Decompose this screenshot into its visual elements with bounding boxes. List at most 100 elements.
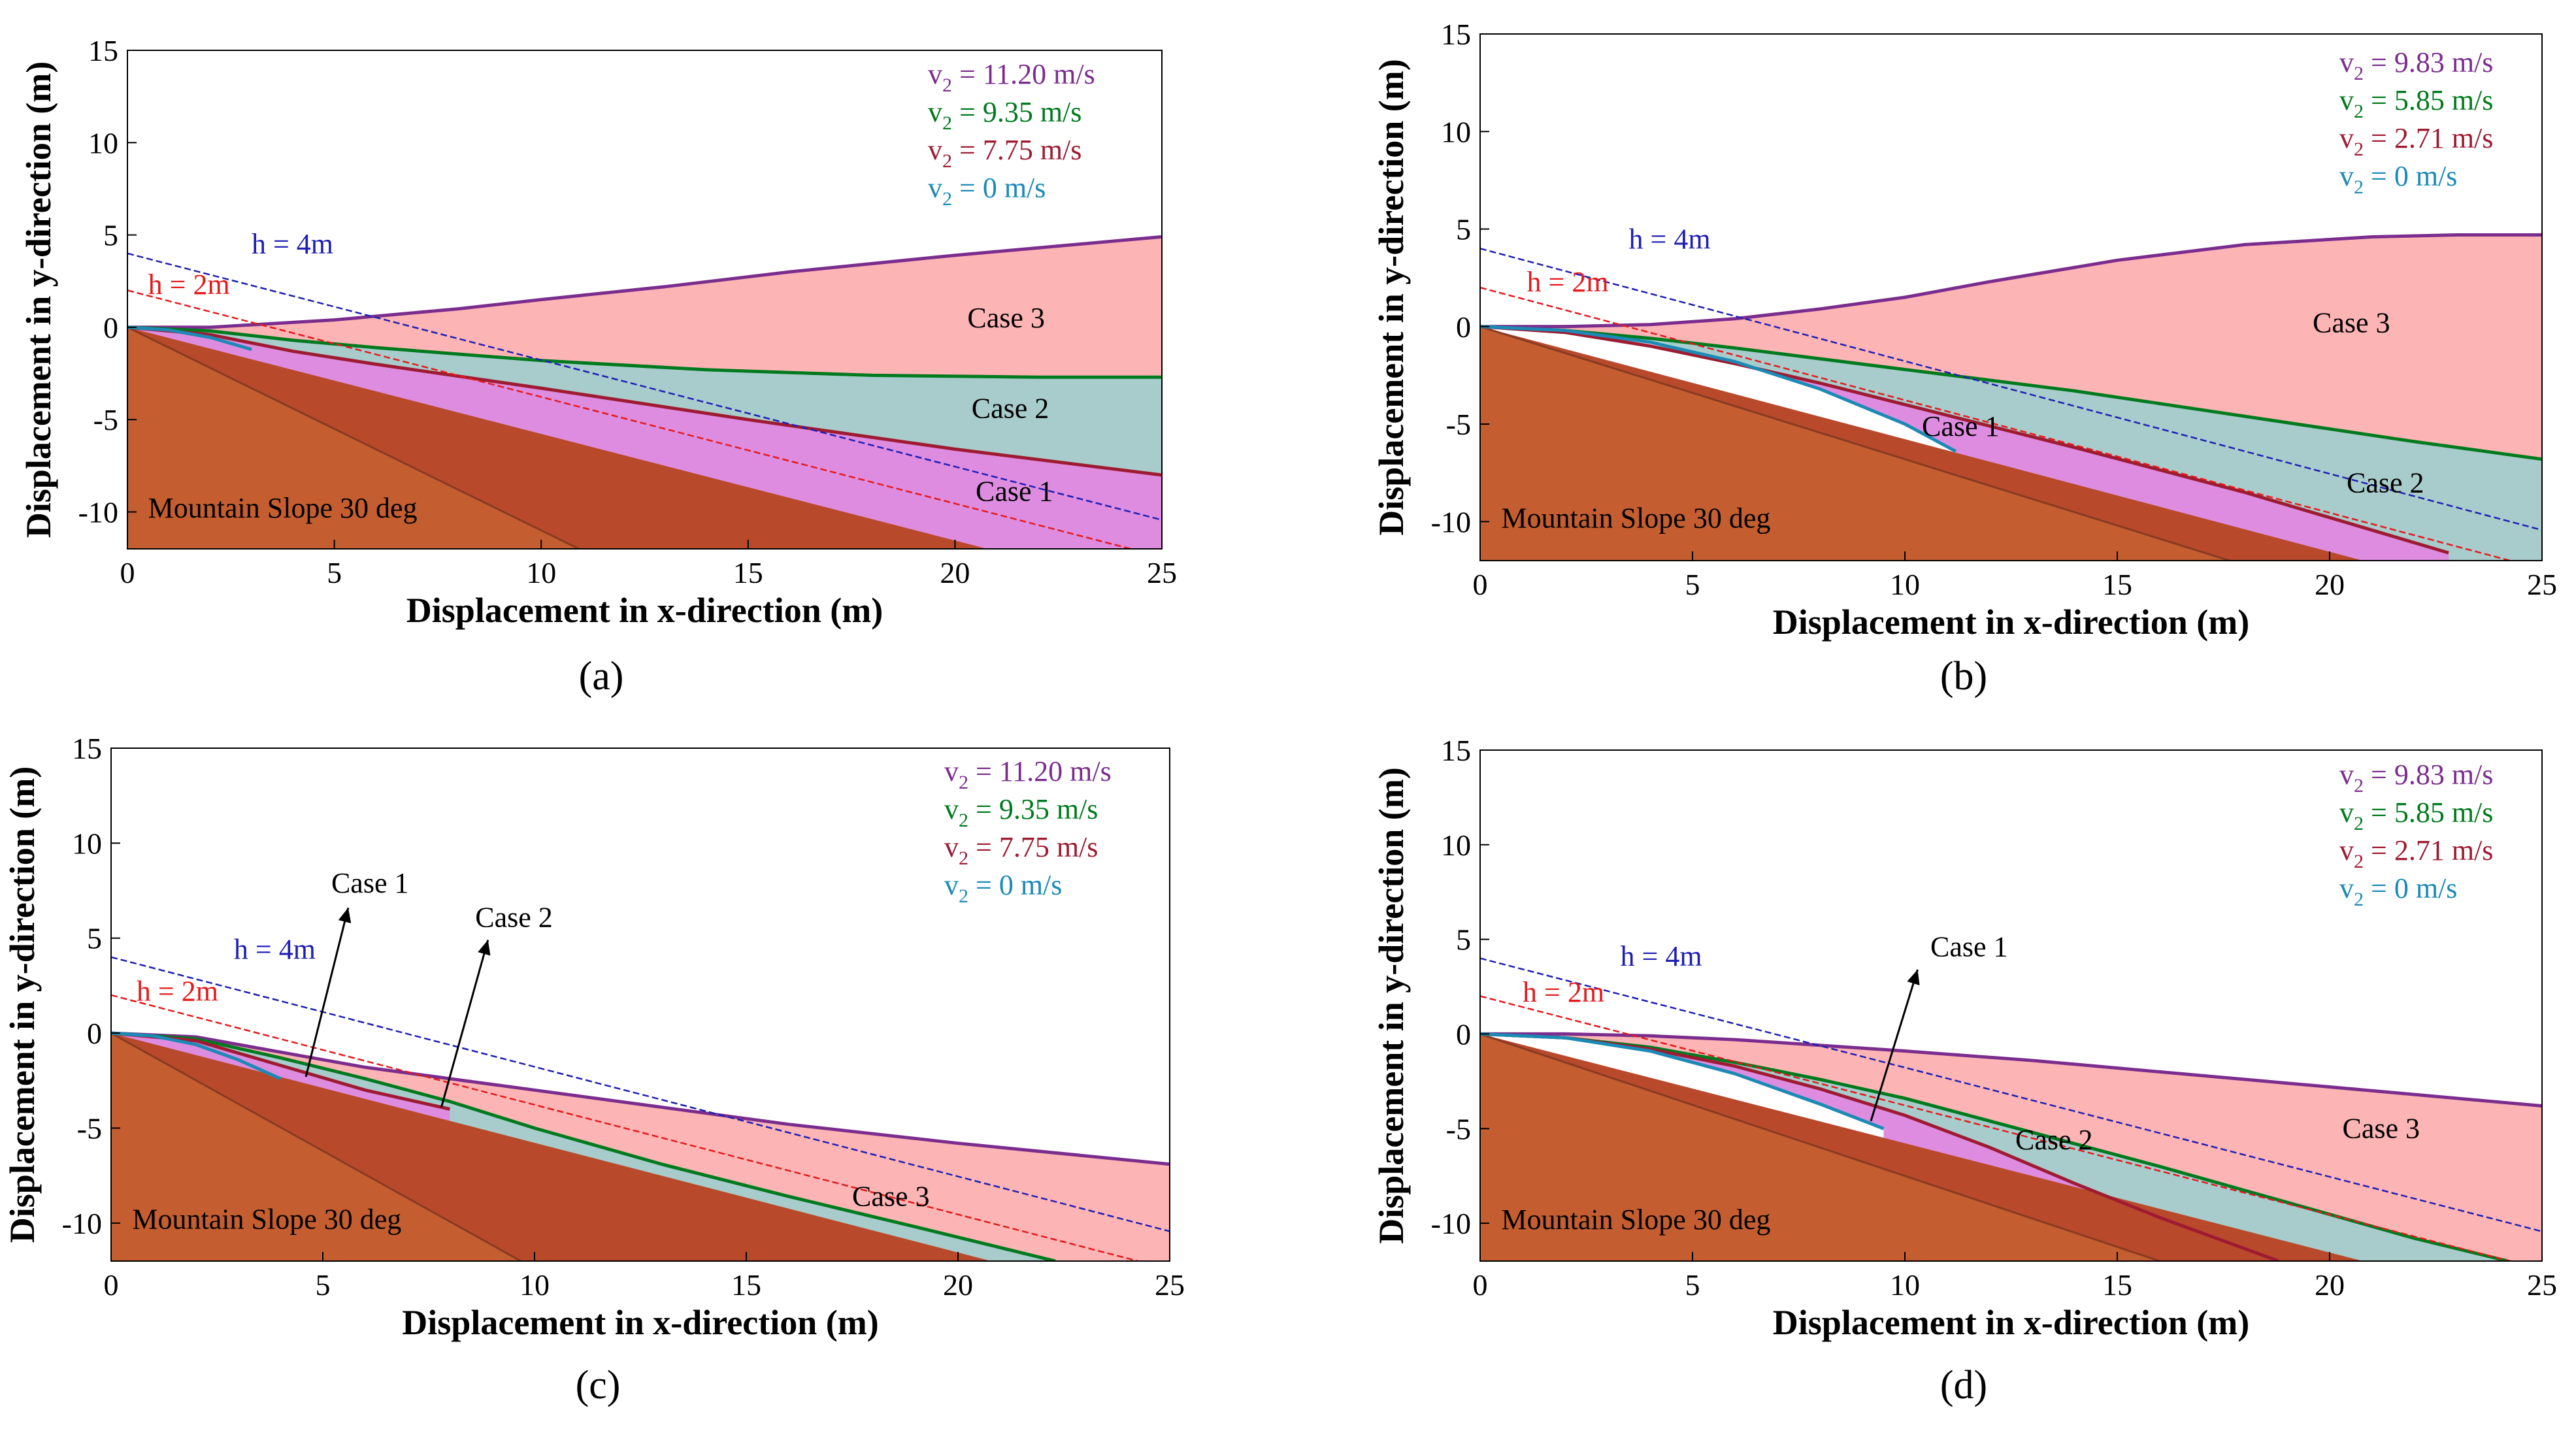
annotation-label: Case 2: [972, 392, 1049, 424]
h-line-1: [1480, 995, 2514, 1261]
trajectory-line-3: [1480, 325, 1957, 453]
y-tick-label: 15: [72, 732, 102, 765]
legend-value: = 2.71 m/s: [2364, 122, 2493, 154]
axes-frame: [110, 747, 1170, 1262]
y-tick-label: -5: [1446, 408, 1471, 441]
y-tick-label: 0: [103, 311, 118, 344]
trajectory-line-0: [1480, 233, 2542, 329]
panel-paren-open: (: [1940, 654, 1954, 698]
legend-entry: v2 = 9.35 m/s: [944, 793, 1098, 831]
legend-subscript: 2: [2354, 139, 2364, 160]
steep-slope-edge: [111, 1032, 523, 1261]
panel-letter: a: [592, 654, 610, 698]
panel-caption: (d): [1940, 1363, 1987, 1407]
y-tick-label: 10: [72, 827, 102, 860]
panel-a: 0 5 10 15 20 25 15 10 5 0 -5 -10 Displacement in x-d…: [19, 34, 1177, 698]
trajectory-line-3: [1480, 1032, 1885, 1130]
annotation-label: Case 1: [1922, 410, 2000, 442]
x-tick-label: 15: [733, 556, 763, 589]
x-tick-label: 0: [1473, 1268, 1488, 1302]
y-tick-label: 10: [88, 126, 118, 159]
arrow-head-0: [1907, 969, 1920, 985]
legend-value: = 5.85 m/s: [2364, 84, 2493, 116]
panel-paren-open: (: [1940, 1363, 1954, 1407]
x-axis-label: Displacement in x-direction (m): [1773, 1303, 2249, 1342]
x-tick-label: 20: [2315, 1268, 2345, 1302]
legend-value: = 9.83 m/s: [2364, 46, 2493, 78]
trajectory-line-0: [111, 1031, 1170, 1166]
legend-prefix: v: [928, 96, 942, 128]
arrow-head-1: [478, 940, 491, 956]
panel-caption: (c): [576, 1363, 621, 1407]
y-tick-label: 5: [87, 922, 102, 955]
legend-subscript: 2: [942, 112, 952, 134]
legend-subscript: 2: [959, 772, 968, 793]
x-tick-label: 5: [316, 1268, 331, 1302]
axes-frame: [1479, 749, 2543, 1262]
y-tick-label: 10: [1441, 829, 1471, 862]
x-tick-label: 25: [1147, 556, 1177, 589]
panel-b: 0 5 10 15 20 25 15 10 5 0 -5 -10 Displacement in x-d…: [1372, 18, 2557, 698]
y-tick-label: 5: [1456, 923, 1471, 957]
trajectory-line-0: [127, 235, 1162, 329]
case0-fill: [1480, 326, 1956, 453]
x-tick-label: 0: [120, 556, 135, 589]
legend-value: = 0 m/s: [968, 869, 1062, 901]
legend-entry: v2 = 11.20 m/s: [928, 58, 1095, 96]
arrow-line-0: [305, 907, 350, 1077]
legend-subscript: 2: [959, 885, 968, 907]
legend-entry: v2 = 2.71 m/s: [2339, 834, 2493, 872]
legend-value: = 2.71 m/s: [2364, 834, 2493, 866]
panel-paren-open: (: [579, 654, 593, 698]
legend-subscript: 2: [2354, 813, 2364, 834]
legend-subscript: 2: [942, 74, 952, 96]
annotation-label: h = 2m: [1523, 976, 1604, 1008]
legend-subscript: 2: [2354, 63, 2364, 84]
plot-area: [1480, 233, 2542, 561]
trajectory-line-3: [127, 325, 252, 352]
legend-value: = 7.75 m/s: [968, 831, 1098, 863]
legend-entry: v2 = 7.75 m/s: [928, 134, 1082, 172]
arrow-line-0: [1870, 969, 1919, 1122]
annotation-label: Case 1: [331, 867, 409, 899]
x-tick-label: 10: [526, 556, 556, 589]
legend-subscript: 2: [2354, 775, 2364, 797]
x-tick-label: 0: [1473, 568, 1488, 601]
h-line-0: [127, 252, 1162, 521]
x-axis-label: Displacement in x-direction (m): [1773, 602, 2249, 642]
axes-frame: [127, 50, 1163, 550]
legend-value: = 9.83 m/s: [2364, 759, 2493, 791]
x-tick-label: 20: [940, 556, 970, 589]
y-tick-label: 5: [103, 219, 118, 252]
annotation-label: h = 4m: [1629, 223, 1711, 255]
x-tick-label: 25: [2527, 1268, 2557, 1302]
trajectory-line-2: [1480, 325, 2449, 555]
y-tick-label: 15: [1441, 734, 1471, 767]
annotation-label: Case 2: [475, 901, 553, 933]
slope-label: Mountain Slope 30 deg: [148, 492, 418, 524]
legend-value: = 9.35 m/s: [968, 793, 1098, 825]
annotation-label: h = 4m: [234, 934, 316, 966]
axes-frame: [1479, 33, 2543, 561]
annotation-label: Case 3: [852, 1181, 930, 1213]
legend-prefix: v: [2339, 84, 2354, 116]
legend-subscript: 2: [2354, 889, 2364, 910]
y-tick-label: -5: [77, 1111, 102, 1145]
x-tick-label: 10: [1890, 1268, 1920, 1302]
legend-value: = 0 m/s: [2364, 872, 2457, 904]
annotation-label: Case 2: [2347, 467, 2424, 499]
case0-fill: [127, 327, 252, 359]
plot-area: [1480, 957, 2542, 1261]
slope-label: Mountain Slope 30 deg: [132, 1204, 401, 1236]
legend-entry: v2 = 0 m/s: [928, 172, 1046, 210]
y-tick-label: 15: [1441, 18, 1471, 51]
x-tick-label: 0: [104, 1268, 119, 1302]
legend-value: = 5.85 m/s: [2364, 797, 2493, 829]
legend-value: = 9.35 m/s: [952, 96, 1082, 128]
steep-slope-edge: [1480, 325, 2234, 561]
y-tick-label: 5: [1456, 213, 1471, 246]
h-line-1: [1480, 286, 2514, 561]
legend-entry: v2 = 0 m/s: [944, 869, 1062, 907]
steep-slope-edge: [1480, 1033, 2163, 1261]
